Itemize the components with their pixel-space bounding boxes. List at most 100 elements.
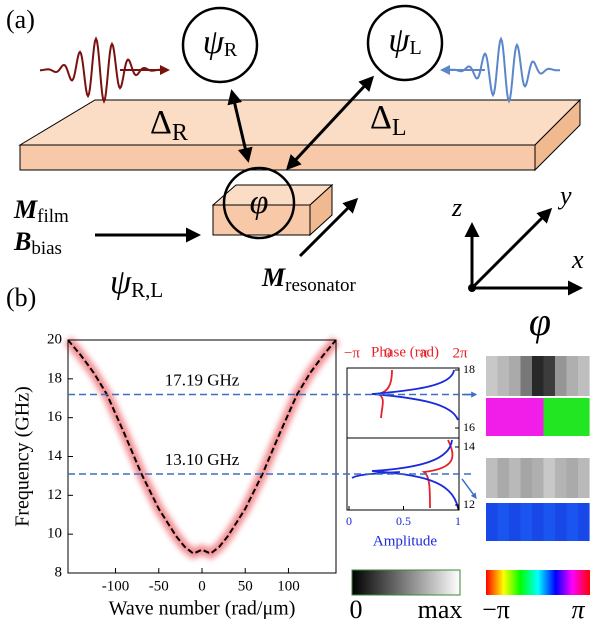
dispersion-plot: -100 -50 0 50 100 8 10 12 14 16 18 20 Wave number (r… (12, 331, 336, 619)
colorbar-label: 0 (350, 595, 363, 624)
subscript: resonator (285, 275, 356, 296)
patch-cell (521, 356, 533, 396)
y-tick-label: 20 (47, 331, 62, 347)
patch-cell (486, 398, 498, 436)
panel-a: (a) ψR ψL φ ΔR ΔL Mfilm Bbias ψR,L Mreso… (6, 5, 584, 302)
panel-label: (b) (6, 283, 36, 312)
patch-cell (555, 458, 567, 498)
patch-cell (486, 503, 498, 541)
y-tick-label: 18 (47, 370, 62, 386)
annotation-label: 13.10 GHz (165, 450, 240, 469)
patch-cell (498, 356, 510, 396)
patch-cell (509, 398, 521, 436)
x-axis-label: Wave number (rad/μm) (109, 598, 296, 620)
film-front (20, 145, 535, 170)
subscript: R (224, 39, 238, 61)
panel-label: (a) (6, 5, 35, 34)
patch-cell (555, 398, 567, 436)
patch-cell (567, 458, 579, 498)
symbol: ψ (110, 264, 132, 301)
amplitude-tick-label: 0.5 (396, 514, 411, 528)
axis-label: z (451, 193, 462, 222)
patch-cell (498, 458, 510, 498)
y-tick-label: 16 (47, 409, 63, 425)
colorbar-label: max (418, 595, 463, 624)
phase-label: Phase (rad) (371, 344, 439, 360)
patch-cell (544, 458, 556, 498)
colorbar-label: π (571, 595, 585, 624)
y-tick-label: 12 (47, 487, 62, 503)
patch-cell (578, 503, 590, 541)
film-top (20, 100, 580, 145)
patch-cell (498, 398, 510, 436)
patch-cell (532, 356, 544, 396)
y-tick-label: 10 (47, 526, 62, 542)
patch-cell (544, 503, 556, 541)
patch-cell (509, 356, 521, 396)
subscript: L (409, 37, 421, 59)
x-tick-label: 100 (277, 578, 300, 594)
patch-cell (486, 356, 498, 396)
y-axis-label: Frequency (GHz) (12, 386, 34, 527)
axis-label: y (557, 181, 572, 210)
phase-tick-label: 0 (384, 345, 392, 361)
symbol: M (261, 263, 286, 292)
psi-rl: ψR,L (110, 264, 163, 302)
m-resonator: Mresonator (261, 263, 356, 296)
patch-cell (544, 398, 556, 436)
phase-tick-label: 2π (452, 345, 468, 361)
amplitude-label: Amplitude (373, 533, 438, 549)
patch-cell (509, 458, 521, 498)
y-tick-label: 14 (47, 448, 63, 464)
x-tick-label: -50 (149, 578, 169, 594)
patch-cell (567, 503, 579, 541)
gray-colorbar (352, 570, 460, 595)
patch-cell (555, 503, 567, 541)
patch-cell (532, 458, 544, 498)
patch-cell (555, 356, 567, 396)
symbol: M (13, 195, 38, 224)
patch-cell (578, 458, 590, 498)
patch-cell (578, 356, 590, 396)
patch-cell (578, 398, 590, 436)
frequency-tick-label: 16 (463, 420, 475, 434)
symbol: B (13, 227, 31, 256)
x-tick-label: -100 (102, 578, 130, 594)
subscript: R (172, 120, 188, 146)
phi-title: φ (529, 299, 551, 344)
phase-tick-label: π (420, 345, 428, 361)
mode-patches (486, 356, 590, 541)
wave-packet-left (442, 39, 560, 101)
amplitude-tick-label: 1 (455, 514, 461, 528)
symbol: Δ (150, 104, 172, 141)
wave-packet-right (40, 39, 168, 102)
patch-cell (532, 503, 544, 541)
symbol: ψ (388, 22, 410, 59)
side-frame (347, 368, 459, 510)
patch-cell (486, 458, 498, 498)
symbol: ψ (203, 24, 225, 61)
phase-colorbar (486, 570, 590, 595)
subscript: film (37, 206, 69, 227)
axis-label: x (571, 245, 584, 274)
figure: (a) ψR ψL φ ΔR ΔL Mfilm Bbias ψR,L Mreso… (0, 0, 596, 633)
patch-cell (521, 503, 533, 541)
subscript: L (392, 115, 407, 141)
frequency-tick-label: 18 (463, 362, 475, 376)
subscript: bias (31, 238, 62, 259)
patch-cell (567, 356, 579, 396)
patch-cell (567, 398, 579, 436)
amplitude-tick-label: 0 (346, 514, 352, 528)
frequency-tick-label: 14 (463, 439, 475, 453)
phi: φ (250, 184, 269, 221)
frequency-tick-label: 12 (463, 497, 475, 511)
y-tick-label: 8 (55, 564, 63, 580)
x-tick-label: 50 (238, 578, 253, 594)
colorbar-label: −π (482, 595, 510, 624)
origin (468, 284, 476, 292)
symbol: Δ (370, 99, 392, 136)
patch-cell (521, 458, 533, 498)
axis-arrow (472, 210, 550, 288)
x-tick-label: 0 (198, 578, 206, 594)
